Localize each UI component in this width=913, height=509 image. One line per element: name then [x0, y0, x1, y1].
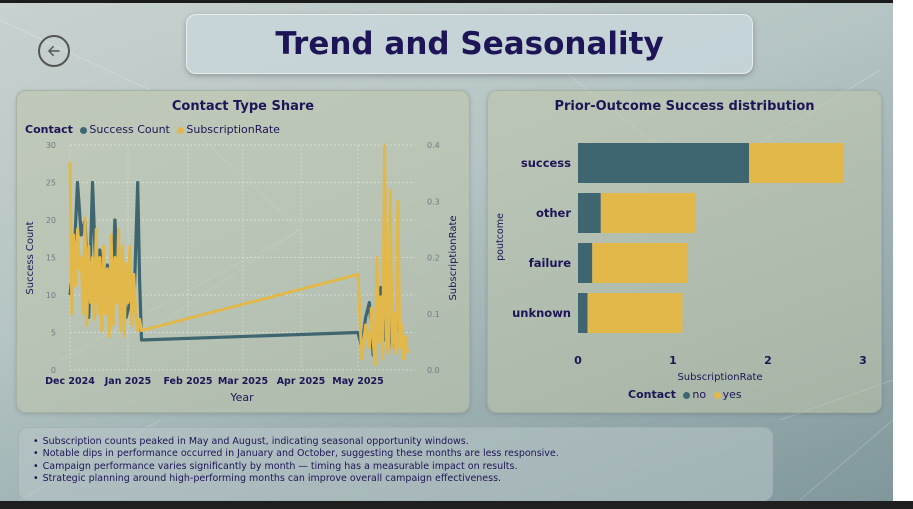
taskbar	[0, 501, 913, 509]
y-category-label: failure	[529, 256, 572, 270]
legend-title: Contact	[628, 388, 676, 401]
legend-swatch-subscription-rate	[177, 126, 185, 134]
page-title-box: Trend and Seasonality	[186, 14, 753, 74]
x-tick-label: Mar 2025	[218, 376, 268, 387]
y-tick-label: 25	[46, 179, 56, 188]
right-edge-strip	[893, 0, 913, 509]
bar-other-no	[578, 193, 601, 233]
x-tick-label: Dec 2024	[45, 376, 95, 387]
bar-failure-no	[578, 243, 593, 283]
y2-axis-title: SubscriptionRate	[448, 215, 459, 300]
bar-success-yes	[749, 143, 844, 183]
y2-tick-label: 0.0	[427, 366, 440, 375]
back-button[interactable]	[38, 35, 70, 67]
y-tick-label: 5	[51, 329, 56, 338]
insight-item: Strategic planning around high-performin…	[33, 473, 772, 485]
y-category-label: other	[536, 206, 571, 220]
legend-swatch-no	[683, 391, 691, 399]
bar-other-yes	[600, 193, 696, 233]
y-tick-label: 20	[46, 216, 56, 225]
insights-panel: Subscription counts peaked in May and Au…	[18, 427, 773, 501]
bar-unknown-yes	[587, 293, 683, 333]
y-category-label: unknown	[512, 306, 571, 320]
legend-label-subscription-rate: SubscriptionRate	[186, 123, 280, 136]
y2-tick-label: 0.3	[427, 197, 440, 206]
page-title: Trend and Seasonality	[275, 26, 664, 62]
right-chart-title: Prior-Outcome Success distribution	[554, 99, 815, 114]
x-axis-title: Year	[229, 391, 254, 404]
x-axis-title: SubscriptionRate	[677, 372, 762, 383]
insight-item: Campaign performance varies significantl…	[33, 461, 772, 473]
y-tick-label: 0	[51, 366, 56, 375]
x-tick-label: 3	[859, 354, 867, 367]
y2-tick-label: 0.1	[427, 310, 440, 319]
y-tick-label: 30	[46, 141, 56, 150]
insight-item: Notable dips in performance occurred in …	[33, 448, 772, 460]
bar-success-no	[578, 143, 749, 183]
left-chart-title: Contact Type Share	[171, 99, 315, 114]
y-axis-title: poutcome	[495, 213, 506, 261]
y-tick-label: 10	[46, 291, 56, 300]
x-tick-label: Feb 2025	[163, 376, 212, 387]
x-tick-label: Apr 2025	[277, 376, 326, 387]
left-chart-legend: Contact Success Count SubscriptionRate	[25, 123, 280, 136]
window-top-bar	[0, 0, 913, 3]
x-tick-label: 2	[764, 354, 772, 367]
legend-label-yes: yes	[722, 388, 742, 401]
right-chart-legend: Contact no yes	[628, 388, 742, 401]
bar-failure-yes	[592, 243, 688, 283]
y-tick-label: 15	[46, 254, 56, 263]
y-category-label: success	[521, 156, 571, 170]
legend-label-no: no	[692, 388, 707, 401]
y2-tick-label: 0.2	[427, 254, 440, 263]
series-line-subscriptionrate	[68, 143, 409, 366]
x-tick-label: 0	[574, 354, 582, 367]
bar-unknown-no	[578, 293, 588, 333]
x-tick-label: May 2025	[332, 376, 384, 387]
insight-item: Subscription counts peaked in May and Au…	[33, 436, 772, 448]
y2-tick-label: 0.4	[427, 141, 440, 150]
legend-title: Contact	[25, 123, 73, 136]
y-axis-title: Success Count	[25, 221, 36, 294]
arrow-left-icon	[48, 45, 60, 57]
legend-swatch-yes	[713, 391, 721, 399]
contact-type-share-card: Contact Type Share Contact Success Count…	[16, 90, 470, 413]
legend-label-success-count: Success Count	[89, 123, 170, 136]
legend-swatch-success-count	[80, 126, 88, 134]
x-tick-label: Jan 2025	[104, 376, 151, 387]
x-tick-label: 1	[669, 354, 677, 367]
